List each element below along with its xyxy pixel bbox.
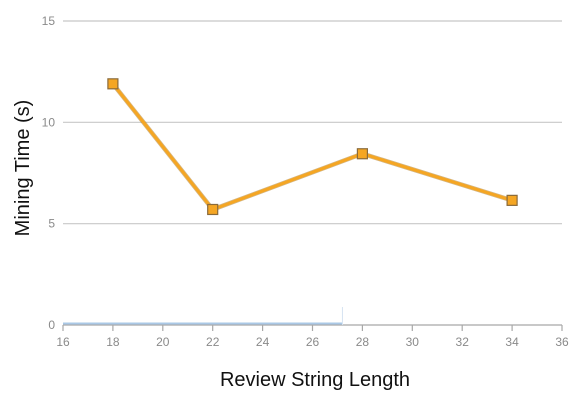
x-tick-label-36: 36 — [555, 335, 569, 349]
series-line-shadow-0 — [111, 82, 513, 212]
x-tick-label-34: 34 — [505, 335, 519, 349]
y-tick-label-15: 15 — [42, 14, 56, 28]
series-lines — [111, 82, 513, 212]
x-tick-label-18: 18 — [106, 335, 120, 349]
data-markers — [107, 78, 518, 216]
x-tick-label-30: 30 — [406, 335, 420, 349]
series-line-0 — [111, 82, 513, 211]
x-tick-label-24: 24 — [256, 335, 270, 349]
y-tick-label-10: 10 — [42, 115, 56, 129]
data-point-18 — [107, 78, 119, 90]
data-point-34 — [506, 194, 518, 206]
y-tick-label-5: 5 — [48, 217, 55, 231]
x-tick-label-28: 28 — [356, 335, 370, 349]
tick-labels: 0 5 10 15 16 18 20 22 24 26 28 30 32 34 36 — [42, 14, 569, 349]
y-tick-label-0: 0 — [48, 318, 55, 332]
x-tick-label-32: 32 — [456, 335, 470, 349]
x-tick-label-26: 26 — [306, 335, 320, 349]
x-tick-label-20: 20 — [156, 335, 170, 349]
x-tick-label-22: 22 — [206, 335, 220, 349]
x-tick-label-16: 16 — [56, 335, 70, 349]
data-point-28 — [356, 148, 368, 160]
axes — [62, 307, 563, 331]
y-axis-title: Mining Time (s) — [12, 100, 34, 237]
data-point-22 — [207, 203, 219, 216]
x-axis-title: Review String Length — [220, 369, 410, 391]
